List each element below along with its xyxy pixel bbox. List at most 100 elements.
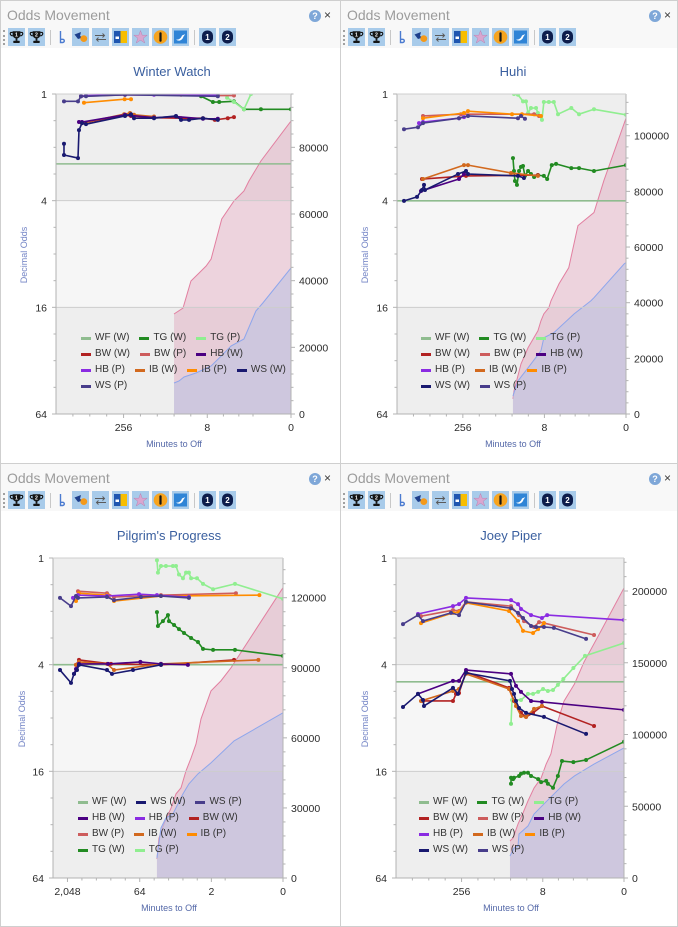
trophy-icon: 2 (369, 494, 384, 506)
data-point (401, 622, 405, 627)
bookmaker-b-icon (399, 31, 405, 44)
legend-item: TG (W) (139, 332, 186, 344)
close-button[interactable]: × (324, 471, 331, 485)
number-1-button[interactable]: 1 (539, 491, 556, 509)
data-point (232, 647, 237, 652)
trophy-1-button[interactable]: 1 (8, 491, 25, 509)
series-tg-p (154, 558, 283, 601)
data-point (450, 698, 455, 703)
data-point (537, 620, 542, 625)
y-tick-label: 1 (382, 89, 388, 101)
orange-badge-button[interactable] (152, 491, 169, 509)
close-button[interactable]: × (324, 8, 331, 22)
orange-badge-button[interactable] (152, 28, 169, 46)
data-point (172, 623, 177, 628)
toolbar-grip[interactable] (3, 29, 5, 45)
bookmaker-logo-button[interactable] (452, 28, 469, 46)
bird-ball-button[interactable] (72, 28, 89, 46)
bird-ball-button[interactable] (412, 491, 429, 509)
trophy-1-button[interactable]: 1 (348, 28, 365, 46)
toolbar-grip[interactable] (343, 29, 345, 45)
bluebird-button[interactable] (172, 491, 189, 509)
number-2-button[interactable]: 2 (559, 491, 576, 509)
data-point (531, 630, 536, 635)
data-point (76, 156, 80, 161)
data-point (166, 619, 171, 624)
help-button[interactable]: ? (649, 10, 661, 22)
help-button[interactable]: ? (309, 10, 321, 22)
data-point (83, 122, 88, 127)
legend-item: BW (P) (140, 348, 186, 360)
bluebird-button[interactable] (512, 28, 529, 46)
odds-movement-panel: Odds Movement? × 1 2 1 2 Pilgrim's Progress 1 4 1… (0, 463, 341, 927)
orange-badge-button[interactable] (492, 28, 509, 46)
data-point (129, 112, 134, 117)
data-point (512, 775, 517, 780)
legend-swatch (81, 336, 91, 340)
legend-swatch (525, 832, 536, 836)
swap-arrows-button[interactable] (432, 28, 449, 46)
series-ws-w (61, 112, 220, 161)
number-1-button[interactable]: 1 (199, 28, 216, 46)
x-tick-label: 2 (208, 886, 214, 898)
trophy-icon: 1 (349, 494, 364, 506)
bookmaker-logo-button[interactable] (452, 491, 469, 509)
data-point (80, 121, 85, 126)
bookmaker-logo-button[interactable] (112, 28, 129, 46)
y-tick-label: 16 (375, 766, 387, 778)
bluebird-button[interactable] (172, 28, 189, 46)
data-point (522, 116, 527, 121)
number-1-button[interactable]: 1 (539, 28, 556, 46)
star-button[interactable] (132, 28, 149, 46)
badge-digit: 1 (205, 33, 210, 42)
data-point (555, 682, 560, 687)
trophy-2-button[interactable]: 2 (368, 28, 385, 46)
close-button[interactable]: × (664, 471, 671, 485)
number-2-button[interactable]: 2 (559, 28, 576, 46)
data-point (509, 606, 514, 611)
data-point (457, 678, 462, 683)
data-point (122, 97, 127, 102)
trophy-1-button[interactable]: 1 (348, 491, 365, 509)
star-button[interactable] (472, 28, 489, 46)
toolbar-grip[interactable] (3, 492, 5, 508)
toolbar-grip[interactable] (343, 492, 345, 508)
legend-item: HB (W) (536, 348, 583, 360)
series-ws-w (402, 168, 526, 203)
trophy-2-button[interactable]: 2 (28, 491, 45, 509)
series-line (417, 669, 624, 711)
data-point (129, 97, 134, 102)
swap-arrows-button[interactable] (92, 491, 109, 509)
star-button[interactable] (472, 491, 489, 509)
trophy-2-button[interactable]: 2 (368, 491, 385, 509)
bluebird-button[interactable] (512, 491, 529, 509)
help-button[interactable]: ? (649, 473, 661, 485)
help-button[interactable]: ? (309, 473, 321, 485)
swap-arrows-button[interactable] (432, 491, 449, 509)
bird-ball-button[interactable] (72, 491, 89, 509)
legend-swatch (196, 352, 207, 356)
data-point (535, 173, 540, 178)
data-point (518, 689, 523, 694)
data-point (522, 770, 527, 775)
trophy-2-button[interactable]: 2 (28, 28, 45, 46)
number-2-button[interactable]: 2 (219, 28, 236, 46)
y2-tick-label: 0 (299, 409, 305, 421)
plot-band (56, 200, 291, 308)
data-point (154, 610, 159, 615)
legend-label: TG (W) (153, 332, 187, 343)
number-2-button[interactable]: 2 (219, 491, 236, 509)
bird-ball-button[interactable] (412, 28, 429, 46)
data-point (257, 593, 262, 598)
data-point (531, 691, 536, 696)
close-button[interactable]: × (664, 8, 671, 22)
trophy-icon: 1 (9, 494, 24, 506)
bookmaker-logo-button[interactable] (112, 491, 129, 509)
volume-area-line (173, 267, 291, 384)
star-button[interactable] (132, 491, 149, 509)
orange-badge-button[interactable] (492, 491, 509, 509)
swap-arrows-button[interactable] (92, 28, 109, 46)
data-point (529, 613, 534, 618)
number-1-button[interactable]: 1 (199, 491, 216, 509)
trophy-1-button[interactable]: 1 (8, 28, 25, 46)
